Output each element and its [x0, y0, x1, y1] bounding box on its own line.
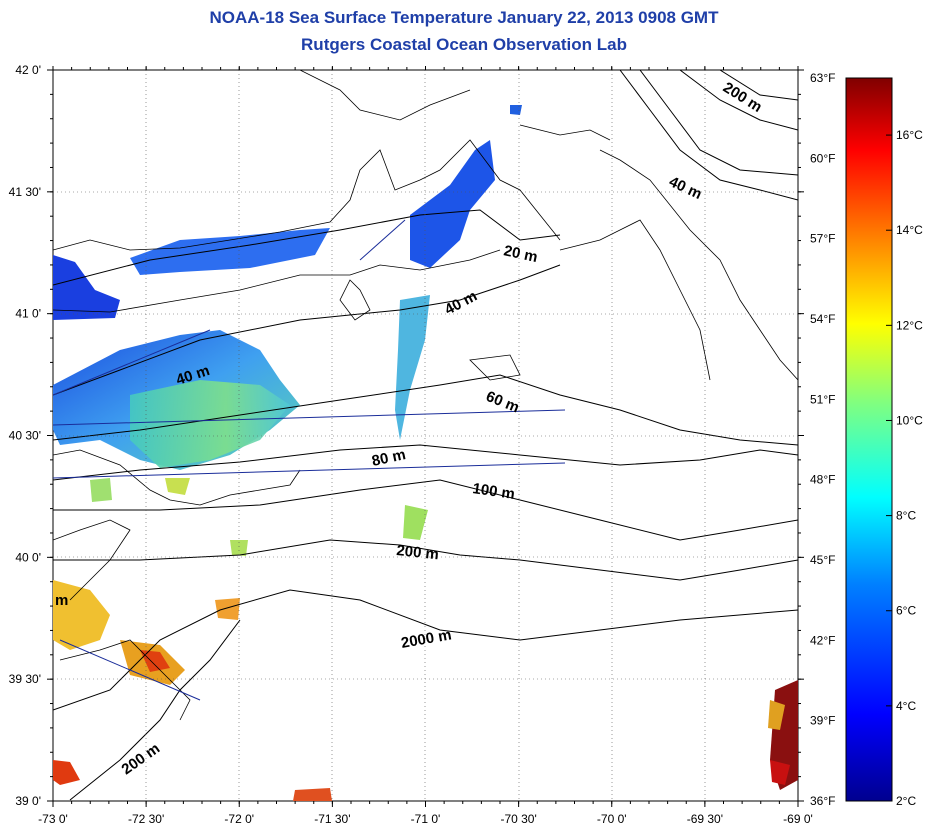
- fahrenheit-label: 39°F: [810, 714, 835, 728]
- isobaths: [53, 70, 798, 801]
- tick-marks: [47, 66, 804, 807]
- lon-tick-label: -70 30': [500, 812, 536, 826]
- coastline: [53, 70, 798, 721]
- lat-tick-label: 40 0': [15, 550, 41, 564]
- sst-patch: [230, 540, 248, 556]
- lon-tick-label: -69 0': [783, 812, 813, 826]
- isobath-20m: [53, 209, 561, 286]
- sst-patch: [165, 478, 190, 495]
- longitude-axis: -73 0' -72 30' -72 0' -71 30' -71 0' -70 30' -…: [38, 812, 813, 826]
- sst-patch: [130, 380, 290, 468]
- isobath-2000m: [53, 589, 798, 711]
- isobath-80m: [53, 444, 798, 481]
- celsius-axis: 16°C 14°C 12°C 10°C 8°C 6°C 4°C 2°C: [896, 128, 923, 808]
- lon-tick-label: -71 0': [411, 812, 441, 826]
- lon-tick-label: -72 0': [224, 812, 254, 826]
- celsius-label: 14°C: [896, 223, 923, 237]
- lon-tick-label: -72 30': [128, 812, 164, 826]
- isobath-label: 20 m: [502, 242, 539, 266]
- sst-patch: [215, 598, 240, 620]
- colorbar: [845, 77, 893, 802]
- celsius-ticks: [886, 134, 892, 802]
- sst-patch: [53, 580, 110, 650]
- isobath-nantucket: [619, 70, 798, 201]
- lon-tick-label: -73 0': [38, 812, 68, 826]
- lat-tick-label: 39 30': [9, 672, 41, 686]
- sst-patch: [90, 478, 112, 502]
- sst-patch: [410, 140, 495, 268]
- track-lines: [53, 219, 566, 701]
- isobath-200m-sw: [69, 619, 241, 801]
- isobath-label: 100 m: [471, 480, 515, 503]
- fahrenheit-label: 48°F: [810, 473, 835, 487]
- isobath-100m: [53, 479, 798, 541]
- fahrenheit-label: 45°F: [810, 553, 835, 567]
- grid: [53, 70, 798, 801]
- lon-tick-label: -69 30': [687, 812, 723, 826]
- latitude-axis: 42 0' 41 30' 41 0' 40 30' 40 0' 39 30' 39 0': [9, 63, 41, 808]
- fahrenheit-label: 42°F: [810, 633, 835, 647]
- sst-patch: [293, 788, 332, 801]
- sst-patch: [510, 105, 522, 115]
- fahrenheit-label: 54°F: [810, 312, 835, 326]
- sst-patch: [768, 700, 785, 730]
- celsius-label: 6°C: [896, 604, 916, 618]
- celsius-label: 10°C: [896, 413, 923, 427]
- celsius-label: 16°C: [896, 128, 923, 142]
- isobath-label: m: [55, 592, 68, 609]
- sst-patch: [53, 255, 120, 320]
- lat-tick-label: 40 30': [9, 429, 41, 443]
- isobath-40m: [53, 264, 561, 396]
- map-content: [53, 70, 798, 801]
- celsius-label: 2°C: [896, 794, 916, 808]
- fahrenheit-label: 51°F: [810, 392, 835, 406]
- sst-data-layer: [53, 105, 798, 801]
- isobath-label: 200 m: [396, 542, 440, 563]
- isobath-200m: [53, 539, 798, 581]
- sst-patch: [395, 295, 430, 440]
- celsius-label: 8°C: [896, 509, 916, 523]
- lat-tick-label: 41 30': [9, 185, 41, 199]
- fahrenheit-axis: 63°F 60°F 57°F 54°F 51°F 48°F 45°F 42°F 39°F 36°F: [810, 71, 835, 808]
- map-subtitle: Rutgers Coastal Ocean Observation Lab: [301, 35, 627, 54]
- celsius-label: 12°C: [896, 318, 923, 332]
- fahrenheit-label: 60°F: [810, 151, 835, 165]
- isobath-label: 80 m: [370, 446, 407, 470]
- lat-tick-label: 39 0': [15, 794, 41, 808]
- sst-patch: [403, 505, 428, 540]
- fahrenheit-label: 57°F: [810, 232, 835, 246]
- fahrenheit-label: 36°F: [810, 794, 835, 808]
- sst-patch: [53, 760, 80, 785]
- lat-tick-label: 41 0': [15, 307, 41, 321]
- sst-patch: [140, 650, 170, 672]
- sst-patch: [770, 760, 790, 785]
- lat-tick-label: 42 0': [15, 63, 41, 77]
- lon-tick-label: -70 0': [597, 812, 627, 826]
- lon-tick-label: -71 30': [314, 812, 350, 826]
- map-title: NOAA-18 Sea Surface Temperature January …: [209, 8, 719, 27]
- celsius-label: 4°C: [896, 699, 916, 713]
- fahrenheit-label: 63°F: [810, 71, 835, 85]
